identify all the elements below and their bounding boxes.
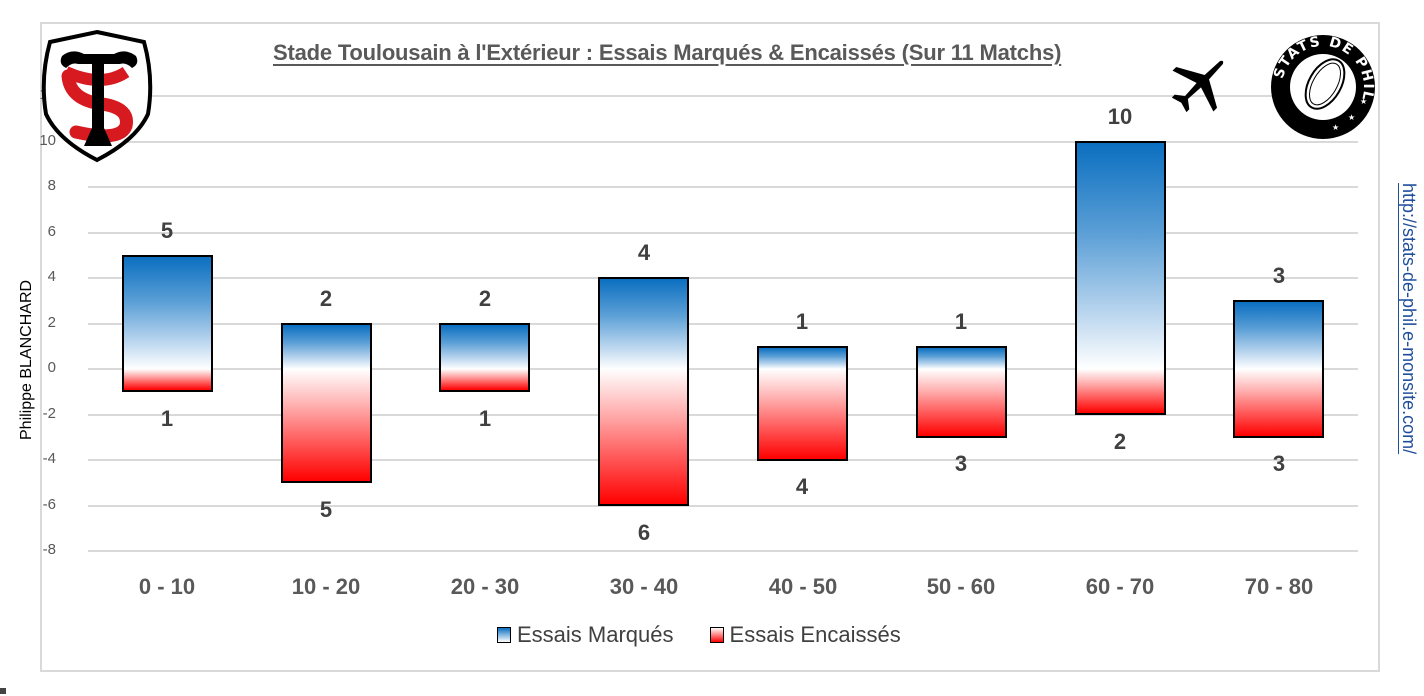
gridline-4 — [88, 277, 1358, 279]
bar-scored-10-20 — [281, 323, 372, 369]
bar-scored-30-40 — [598, 277, 689, 369]
data-label-conceded: 5 — [319, 497, 333, 522]
data-label-scored: 2 — [319, 286, 333, 311]
gridline-0 — [88, 368, 1358, 370]
data-label-conceded: 4 — [795, 474, 809, 499]
ytick-label: 10 — [39, 132, 56, 149]
x-axis-label: 0 - 10 — [138, 574, 196, 599]
data-label-conceded: 1 — [160, 406, 174, 431]
gridline-6 — [88, 232, 1358, 234]
legend-label: Essais Marqués — [517, 622, 674, 647]
x-axis-label: 50 - 60 — [926, 574, 996, 599]
source-url-link[interactable]: http://stats-de-phil.e-monsite.com/ — [1399, 183, 1419, 455]
legend-swatch-red — [709, 627, 724, 643]
ytick-label: -4 — [42, 450, 56, 467]
bar-scored-40-50 — [757, 346, 848, 369]
gridline-8 — [88, 186, 1358, 188]
stade-toulousain-crest-icon — [41, 29, 153, 163]
svg-text:★: ★ — [1332, 123, 1339, 132]
legend-item-scored: Essais Marqués — [497, 622, 674, 648]
data-label-scored: 3 — [1272, 263, 1286, 288]
x-axis-label: 60 - 70 — [1085, 574, 1155, 599]
ytick-label: 8 — [47, 177, 56, 194]
x-axis-label: 30 - 40 — [609, 574, 679, 599]
data-label-scored: 4 — [637, 240, 651, 265]
ytick-label: -8 — [42, 541, 56, 558]
bar-scored-0-10 — [122, 255, 213, 369]
bar-scored-60-70 — [1075, 141, 1166, 369]
corner-artifact — [0, 688, 6, 694]
data-label-conceded: 3 — [1272, 451, 1286, 476]
ytick-label: 2 — [47, 314, 56, 331]
chart-legend: Essais Marqués Essais Encaissés — [497, 622, 901, 648]
gridline-neg6 — [88, 505, 1358, 507]
data-label-scored: 1 — [795, 309, 809, 334]
bar-conceded-0-10 — [122, 369, 213, 392]
svg-text:★: ★ — [1348, 113, 1355, 122]
bar-conceded-30-40 — [598, 369, 689, 506]
bar-scored-70-80 — [1233, 300, 1324, 369]
ytick-label: 4 — [47, 268, 56, 285]
y-axis-title-author: Philippe BLANCHARD — [18, 279, 35, 440]
x-axis-label: 70 - 80 — [1244, 574, 1314, 599]
gridline-2 — [88, 323, 1358, 325]
legend-label: Essais Encaissés — [729, 622, 901, 647]
data-label-scored: 10 — [1107, 104, 1133, 129]
ytick-label: -6 — [42, 496, 56, 513]
ytick-label: -2 — [42, 405, 56, 422]
data-label-conceded: 2 — [1113, 429, 1127, 454]
bar-conceded-70-80 — [1233, 369, 1324, 438]
bar-scored-20-30 — [439, 323, 530, 369]
data-label-scored: 1 — [954, 309, 968, 334]
bar-conceded-40-50 — [757, 369, 848, 461]
chart-title: Stade Toulousain à l'Extérieur : Essais … — [273, 40, 1062, 65]
bar-scored-50-60 — [916, 346, 1007, 369]
gridline-12 — [88, 95, 1358, 97]
gridline-10 — [88, 141, 1358, 143]
x-axis-label: 20 - 30 — [450, 574, 520, 599]
bar-conceded-10-20 — [281, 369, 372, 483]
airplane-icon — [1171, 60, 1224, 113]
data-label-scored: 2 — [478, 286, 492, 311]
ytick-label: 0 — [47, 359, 56, 376]
gridline-neg4 — [88, 459, 1358, 461]
x-axis-label: 40 - 50 — [768, 574, 838, 599]
bar-conceded-20-30 — [439, 369, 530, 392]
legend-item-conceded: Essais Encaissés — [709, 622, 901, 648]
data-label-conceded: 1 — [478, 406, 492, 431]
ytick-label: 6 — [47, 223, 56, 240]
svg-text:★: ★ — [1360, 97, 1367, 106]
bar-conceded-50-60 — [916, 369, 1007, 438]
data-label-scored: 5 — [160, 218, 174, 243]
data-label-conceded: 3 — [954, 451, 968, 476]
data-label-conceded: 6 — [637, 520, 651, 545]
bar-conceded-60-70 — [1075, 369, 1166, 415]
x-axis-label: 10 - 20 — [291, 574, 361, 599]
gridline-neg2 — [88, 414, 1358, 416]
legend-swatch-blue — [497, 627, 511, 643]
stats-de-phil-logo-icon: STATS DE PHIL ★ ★ ★ — [1271, 34, 1375, 139]
gridline-neg8 — [88, 550, 1358, 552]
